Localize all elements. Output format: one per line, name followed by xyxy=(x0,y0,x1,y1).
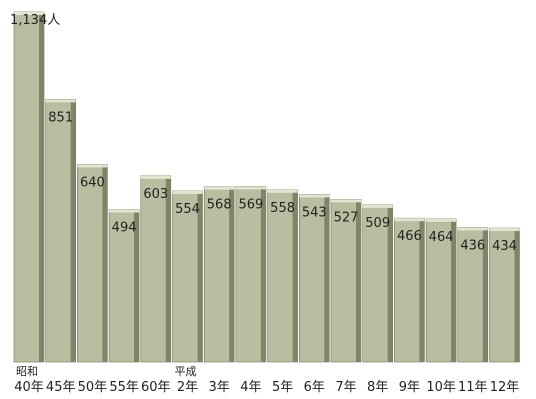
bar-group xyxy=(457,227,489,363)
bar-group xyxy=(77,164,108,363)
bar-top-highlight xyxy=(14,12,44,15)
bar-top-highlight xyxy=(394,218,425,222)
bar-group xyxy=(298,194,330,363)
bar-top-highlight xyxy=(140,175,171,179)
bar-side-shade xyxy=(165,175,171,362)
x-tick-label: 55年 xyxy=(109,380,139,395)
bar-side-shade xyxy=(197,191,203,362)
bar-top-highlight xyxy=(299,194,330,198)
bar-side-shade xyxy=(134,209,140,362)
bar-top-highlight xyxy=(109,209,140,213)
x-tick-label: 60年 xyxy=(141,380,171,395)
bar-top-highlight xyxy=(172,191,203,195)
bar-group xyxy=(235,186,267,363)
bar-side-shade xyxy=(482,227,488,362)
x-tick-label: 4年 xyxy=(240,380,261,395)
bar-group xyxy=(489,227,520,363)
bar-top-highlight xyxy=(267,189,298,193)
x-tick-label: 12年 xyxy=(490,380,520,395)
x-tick-label: 5年 xyxy=(272,380,293,395)
bar-side-shade xyxy=(39,12,44,362)
bar-top-highlight xyxy=(426,218,457,222)
value-label: 554 xyxy=(175,202,200,217)
x-tick-label: 40年 xyxy=(14,380,44,395)
bar-group xyxy=(140,175,172,363)
value-label: 558 xyxy=(270,201,295,216)
bar-top-highlight xyxy=(45,99,76,103)
x-tick-label: 6年 xyxy=(304,380,325,395)
bar-side-shade xyxy=(260,186,266,362)
value-label: 434 xyxy=(492,239,517,254)
value-label: 640 xyxy=(80,175,105,190)
x-tick-label: 45年 xyxy=(46,380,76,395)
value-label: 527 xyxy=(334,210,359,225)
x-tick-label: 3年 xyxy=(209,380,230,395)
value-label: 436 xyxy=(460,238,485,253)
era-label: 平成 xyxy=(175,365,197,378)
bar-top-highlight xyxy=(331,199,361,203)
bar-top-highlight xyxy=(489,228,520,232)
value-label: 543 xyxy=(302,205,327,220)
value-label: 1,134人 xyxy=(10,13,60,28)
bar-top-highlight xyxy=(235,186,266,190)
x-tick-label: 2年 xyxy=(177,380,198,395)
x-tick-label: 9年 xyxy=(399,380,420,395)
bar-group xyxy=(45,99,77,363)
value-label: 494 xyxy=(112,221,137,236)
bar-group xyxy=(330,199,362,363)
bar-group xyxy=(203,186,235,363)
bar-side-shade xyxy=(292,189,298,362)
bar-side-shade xyxy=(387,204,393,362)
bar-group xyxy=(13,11,45,363)
era-label: 昭和 xyxy=(16,365,38,378)
value-label: 464 xyxy=(429,230,454,245)
value-label: 509 xyxy=(365,216,390,231)
value-label: 569 xyxy=(238,197,263,212)
bar-side-shade xyxy=(451,218,457,362)
bar-side-shade xyxy=(324,194,330,362)
x-tick-label: 7年 xyxy=(335,380,356,395)
bar-top-highlight xyxy=(457,227,488,231)
bar-side-shade xyxy=(102,164,108,362)
value-label: 568 xyxy=(207,198,232,213)
bar-side-shade xyxy=(229,186,235,362)
bar-side-shade xyxy=(514,228,520,362)
value-label: 851 xyxy=(48,110,73,125)
bar-top-highlight xyxy=(204,186,235,190)
bar-side-shade xyxy=(70,99,76,363)
bar-top-highlight xyxy=(77,164,108,168)
bar-top-highlight xyxy=(362,204,393,208)
bar-group xyxy=(362,204,394,363)
bar-group xyxy=(267,189,298,363)
bar-side-shade xyxy=(356,199,361,362)
bar-group xyxy=(425,218,457,363)
bar-group xyxy=(172,190,203,363)
x-tick-label: 50年 xyxy=(78,380,108,395)
x-tick-label: 8年 xyxy=(367,380,388,395)
x-tick-label: 11年 xyxy=(458,380,488,395)
bar-side-shade xyxy=(419,218,425,362)
value-label: 603 xyxy=(143,187,168,202)
value-label: 466 xyxy=(397,229,422,244)
bar-group xyxy=(394,217,425,363)
x-tick-label: 10年 xyxy=(426,380,456,395)
bar-group xyxy=(108,209,140,363)
